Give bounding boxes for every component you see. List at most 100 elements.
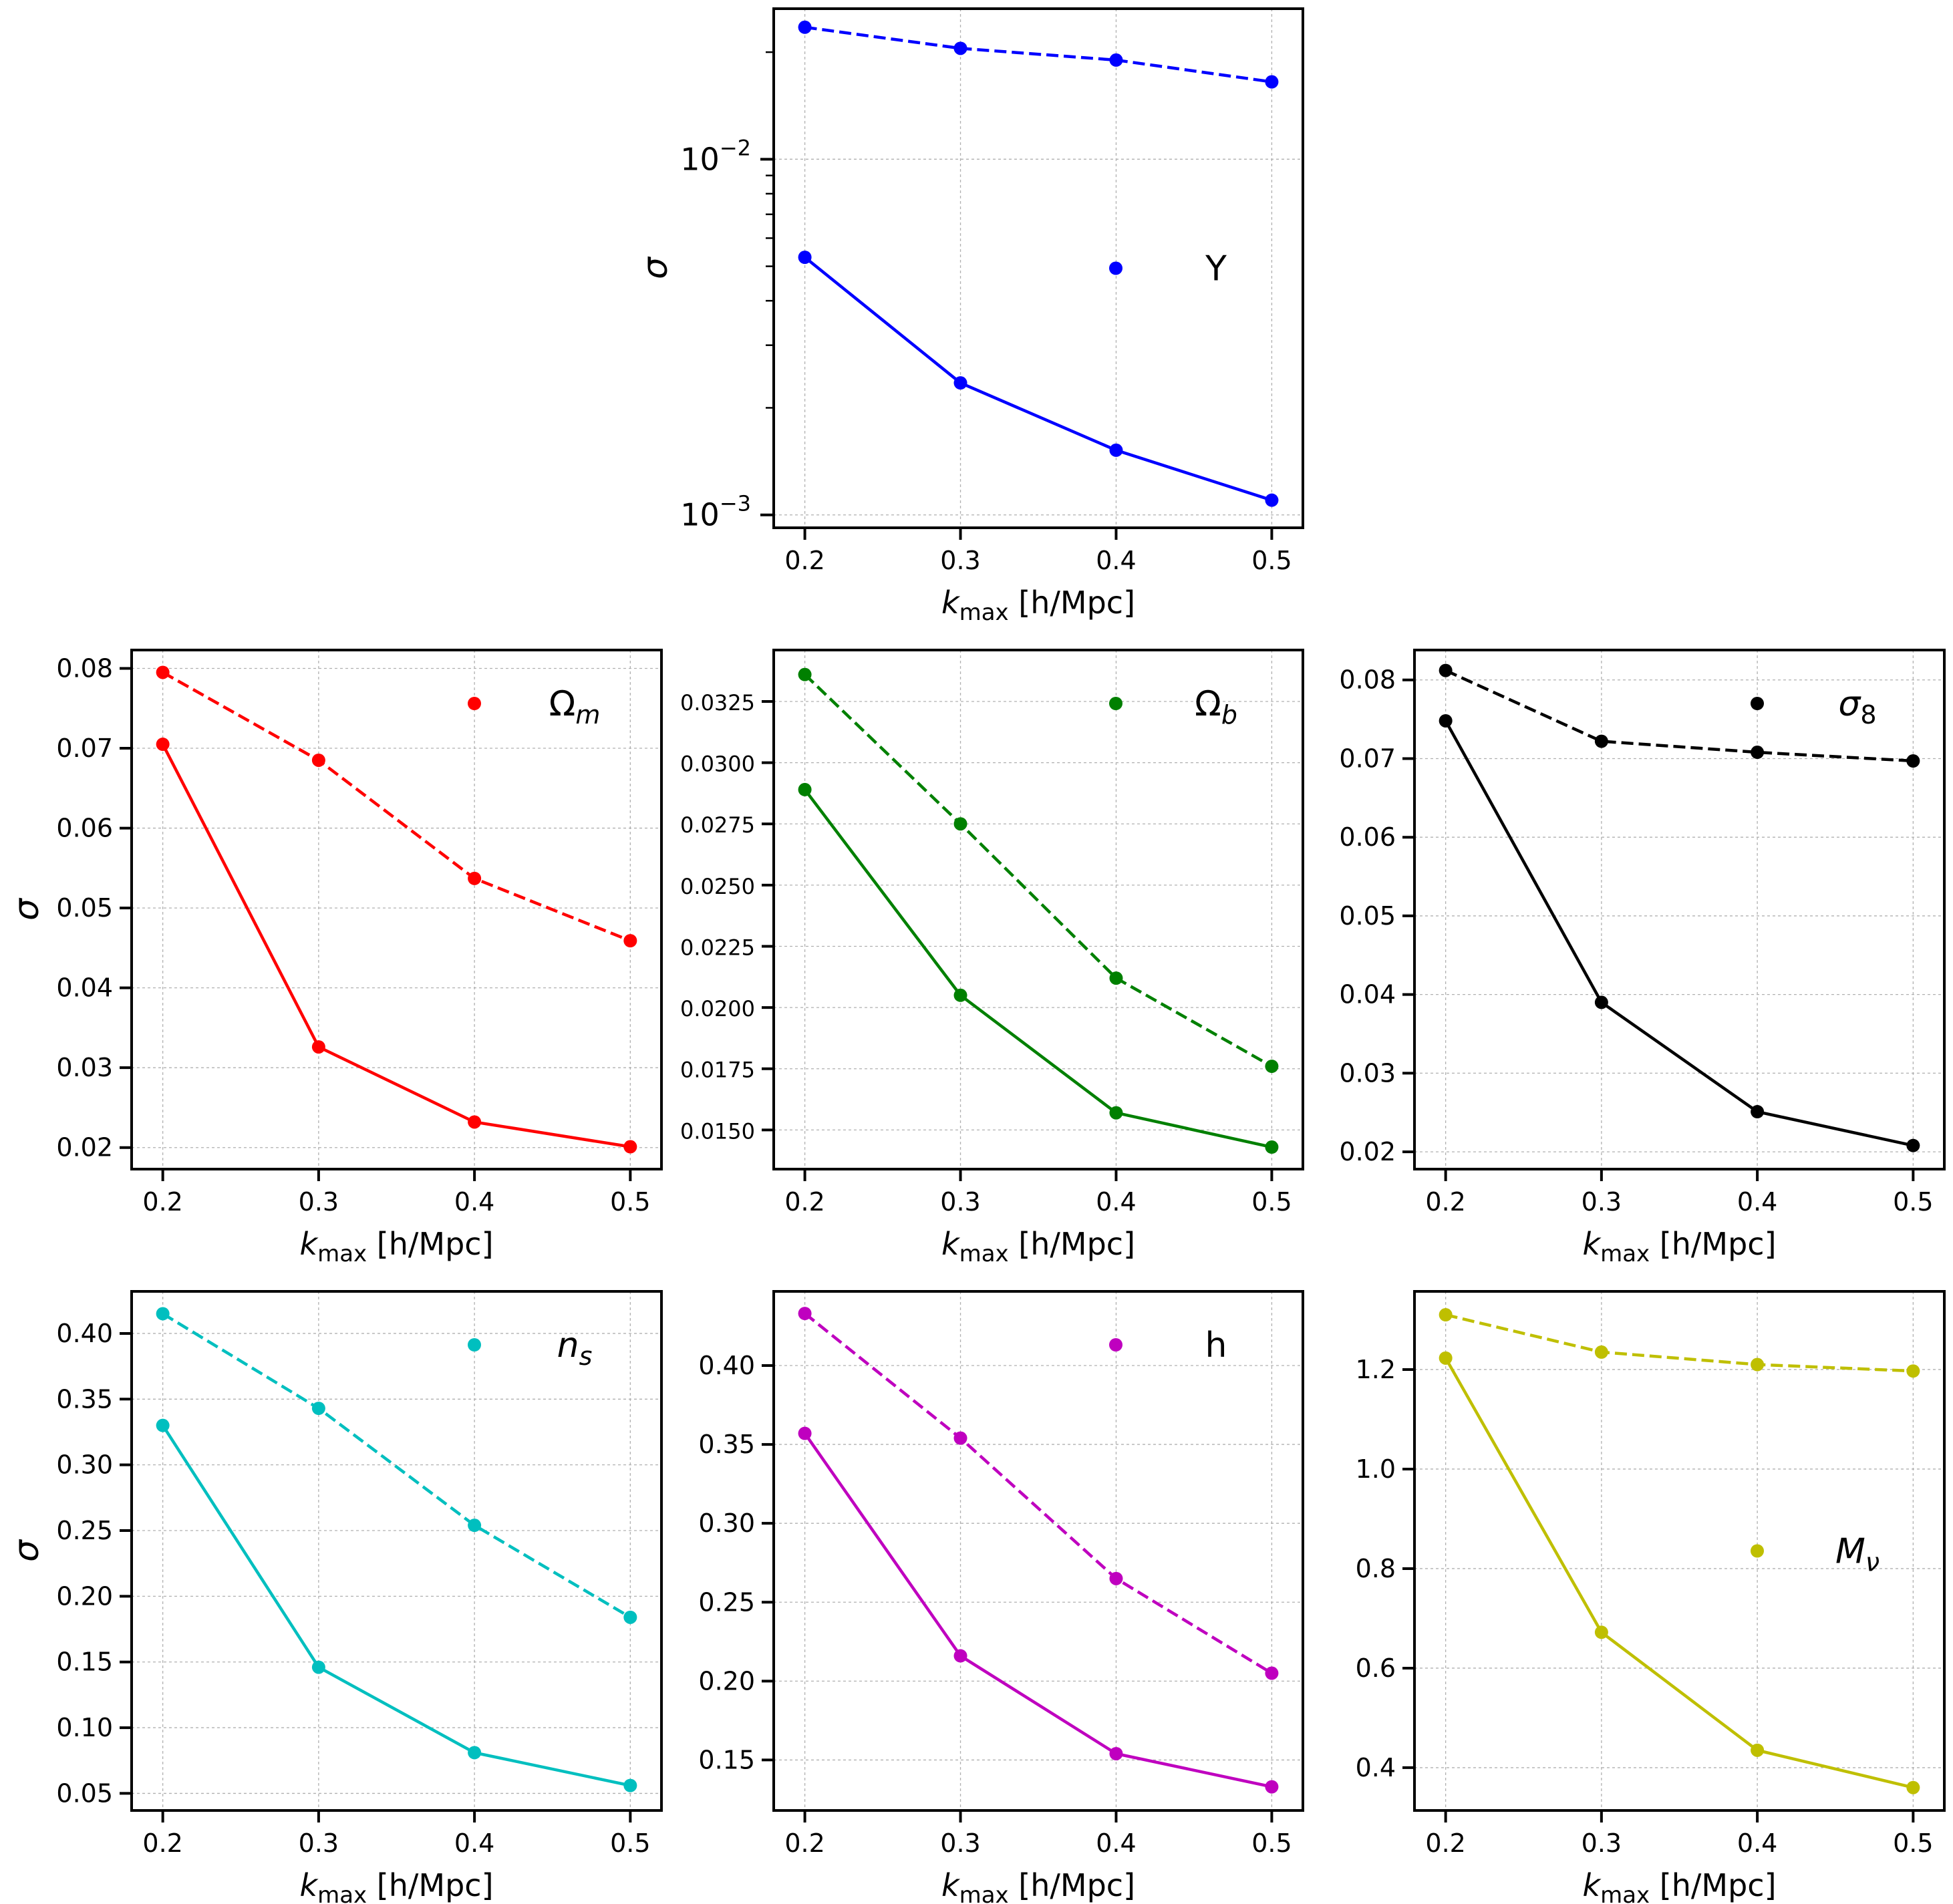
data-point — [1265, 1060, 1279, 1074]
axes-frame — [772, 7, 1304, 529]
data-point — [1109, 443, 1123, 457]
legend-label: h — [1205, 1325, 1227, 1366]
x-tick-label: 0.3 — [299, 1187, 339, 1217]
data-point — [953, 1431, 967, 1445]
y-tick-label: 0.0200 — [680, 996, 755, 1021]
x-tick-label: 0.4 — [1096, 1187, 1136, 1217]
data-point — [1265, 1666, 1279, 1680]
panel-n-s: 0.2 0.3 0.4 0.5 0.05 0.10 0.15 0.20 0.25 0.30 0.35… — [7, 1290, 663, 1904]
y-tick-label: 0.0150 — [680, 1118, 755, 1144]
legend-marker — [1109, 261, 1122, 275]
x-tick-label: 0.2 — [1425, 1829, 1465, 1858]
y-tick-label: 0.40 — [698, 1351, 755, 1380]
y-tick-label: 0.35 — [56, 1384, 113, 1414]
data-point — [1265, 1140, 1279, 1154]
y-tick-label: 0.04 — [56, 973, 113, 1003]
data-point — [468, 1746, 482, 1760]
data-point — [156, 738, 170, 752]
data-point — [623, 1778, 637, 1792]
x-tick-label: 0.3 — [940, 1829, 980, 1858]
y-tick-label: 0.05 — [56, 1778, 113, 1808]
y-tick-label: 10−3 — [680, 491, 751, 533]
data-point — [1109, 1746, 1123, 1760]
y-tick-label: 0.25 — [56, 1516, 113, 1545]
y-tick-label: 0.02 — [1339, 1137, 1396, 1166]
data-point — [311, 1040, 325, 1054]
y-tick-label: 0.35 — [698, 1430, 755, 1459]
legend: h — [1109, 1325, 1227, 1366]
data-point — [468, 1519, 482, 1533]
x-tick-label: 0.2 — [784, 546, 824, 575]
data-point — [623, 1610, 637, 1624]
axes-frame — [1413, 1290, 1946, 1812]
legend: σ8 — [1751, 684, 1877, 730]
x-tick-label: 0.5 — [610, 1829, 650, 1858]
y-tick-label: 0.10 — [56, 1713, 113, 1742]
data-point — [311, 753, 325, 767]
x-tick-label: 0.5 — [1251, 1187, 1292, 1217]
axes-frame — [772, 649, 1304, 1170]
x-axis-label: kmax [h/Mpc] — [1582, 1867, 1776, 1904]
x-tick-label: 0.5 — [1251, 546, 1292, 575]
data-point — [1594, 734, 1608, 748]
x-tick-label: 0.3 — [940, 1187, 980, 1217]
series-line-dashed — [1445, 1313, 1914, 1373]
series-line-solid — [1444, 720, 1914, 1147]
x-tick-label: 0.5 — [610, 1187, 650, 1217]
series-line-dashed — [162, 671, 631, 943]
x-tick-label: 0.4 — [1737, 1829, 1777, 1858]
series-line-solid — [803, 1432, 1272, 1788]
y-axis-label: σ — [7, 1539, 47, 1562]
data-point — [953, 817, 967, 831]
data-point — [1439, 713, 1453, 728]
x-tick-label: 0.4 — [454, 1829, 494, 1858]
y-tick-label: 0.05 — [1339, 901, 1396, 931]
x-axis-label: kmax [h/Mpc] — [299, 1867, 493, 1904]
panel-h: 0.2 0.3 0.4 0.5 0.15 0.20 0.25 0.30 0.35 0.40 kmax… — [698, 1290, 1304, 1904]
data-point — [1906, 754, 1920, 768]
y-tick-label: 0.8 — [1356, 1554, 1396, 1583]
data-point — [798, 1307, 812, 1321]
legend: Ωb — [1109, 684, 1237, 730]
legend-label: Y — [1205, 249, 1227, 289]
data-point — [1439, 1351, 1453, 1365]
y-tick-label: 0.0250 — [680, 874, 755, 899]
y-tick-label: 0.07 — [56, 734, 113, 763]
y-tick-label: 0.07 — [1339, 744, 1396, 773]
series-line-dashed — [162, 1312, 631, 1619]
legend-marker — [468, 1338, 481, 1352]
panel-omega-b: 0.2 0.3 0.4 0.5 0.0150 0.0175 0.0200 0.0225 0.02… — [680, 649, 1304, 1267]
y-tick-label: 0.30 — [698, 1509, 755, 1538]
data-point — [1439, 663, 1453, 677]
legend-label: ns — [557, 1325, 593, 1371]
data-point — [468, 1115, 482, 1129]
y-tick-label: 0.03 — [56, 1053, 113, 1082]
axes-frame — [772, 1290, 1304, 1812]
x-tick-label: 0.3 — [299, 1829, 339, 1858]
legend-label: σ8 — [1838, 684, 1876, 730]
data-point — [1265, 493, 1279, 507]
y-tick-label: 0.4 — [1356, 1753, 1396, 1782]
y-tick-label: 0.08 — [1339, 665, 1396, 695]
legend: Mν — [1751, 1532, 1880, 1577]
y-tick-label: 0.03 — [1339, 1058, 1396, 1088]
x-tick-label: 0.3 — [940, 546, 980, 575]
x-tick-label: 0.5 — [1251, 1829, 1292, 1858]
data-point — [1906, 1364, 1920, 1378]
legend-marker — [1751, 697, 1764, 710]
y-tick-label: 0.0225 — [680, 935, 755, 960]
data-point — [953, 1649, 967, 1663]
legend: ns — [468, 1325, 592, 1371]
data-point — [1751, 746, 1765, 760]
x-axis-label: kmax [h/Mpc] — [941, 585, 1135, 626]
y-tick-label: 0.04 — [1339, 980, 1396, 1009]
y-tick-label: 0.08 — [56, 653, 113, 683]
y-tick-label: 0.20 — [698, 1666, 755, 1696]
panel-y: 0.2 0.3 0.4 0.5 10−3 10−2 kmax [h/Mpc] σ Y — [635, 7, 1304, 626]
y-tick-label: 1.2 — [1356, 1355, 1396, 1384]
panel-omega-m: 0.2 0.3 0.4 0.5 0.02 0.03 0.04 0.05 0.06 0.07 0.08… — [7, 649, 663, 1267]
series-line-solid — [804, 256, 1273, 502]
series-line-dashed — [804, 1312, 1273, 1675]
series-line-dashed — [804, 25, 1272, 84]
data-point — [1109, 1571, 1123, 1585]
